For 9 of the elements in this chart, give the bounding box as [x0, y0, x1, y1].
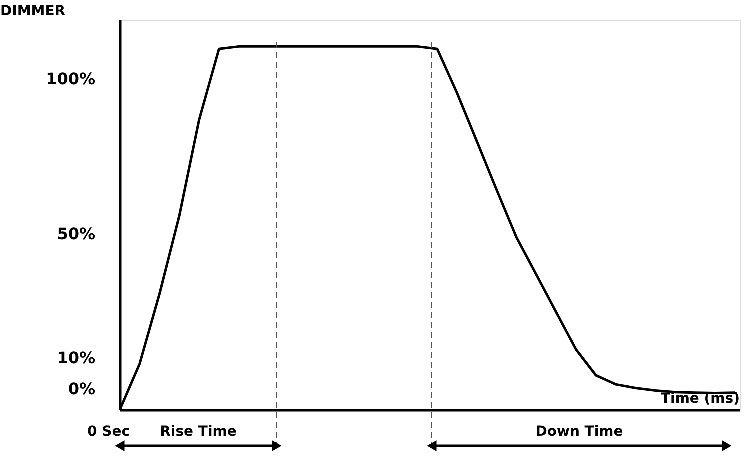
y-tick-label: 100%: [46, 69, 96, 88]
y-tick-label: 50%: [57, 224, 96, 244]
y-axis-title: DIMMER: [0, 4, 66, 20]
text: Rise Time: [160, 424, 237, 440]
y-tick-label: 10%: [57, 348, 96, 368]
text: 0 Sec: [88, 424, 130, 440]
y-tick-label: 0%: [68, 380, 96, 399]
text: Down Time: [536, 424, 624, 440]
x-axis-title: Time (ms): [660, 391, 740, 407]
